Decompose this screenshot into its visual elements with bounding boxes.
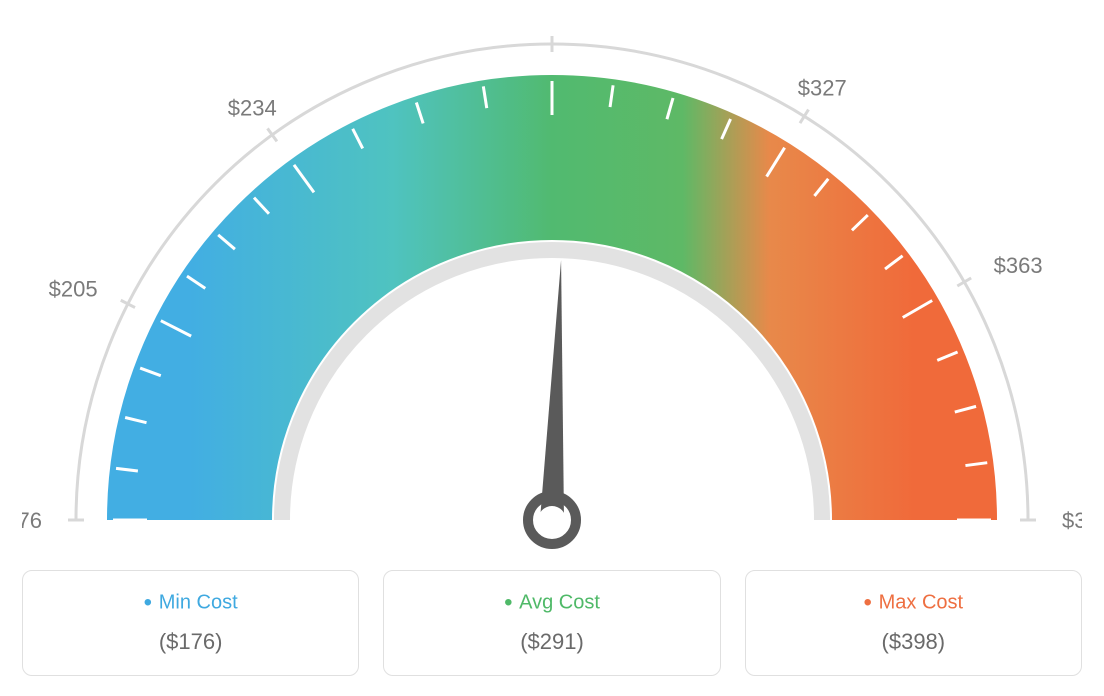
cost-gauge: $176 $205 $234 $291 $327 $363 $398: [22, 20, 1082, 550]
gauge-needle: [540, 260, 564, 520]
gauge-tick-label: $398: [1062, 508, 1082, 533]
gauge-tick-label: $234: [228, 95, 277, 120]
legend-box-min: Min Cost ($176): [22, 570, 359, 676]
gauge-tick-label: $291: [528, 20, 577, 23]
gauge-svg: $176 $205 $234 $291 $327 $363 $398: [22, 20, 1082, 550]
legend-box-max: Max Cost ($398): [745, 570, 1082, 676]
gauge-tick-label: $363: [994, 253, 1043, 278]
legend-row: Min Cost ($176) Avg Cost ($291) Max Cost ($39…: [22, 570, 1082, 676]
legend-label: Max Cost: [746, 589, 1081, 617]
gauge-tick-label: $327: [798, 75, 847, 100]
legend-box-avg: Avg Cost ($291): [383, 570, 720, 676]
gauge-tick-label: $176: [22, 508, 42, 533]
legend-label: Min Cost: [23, 589, 358, 617]
legend-label: Avg Cost: [384, 589, 719, 617]
gauge-tick-label: $205: [49, 276, 98, 301]
legend-value: ($291): [384, 629, 719, 655]
legend-value: ($398): [746, 629, 1081, 655]
legend-value: ($176): [23, 629, 358, 655]
